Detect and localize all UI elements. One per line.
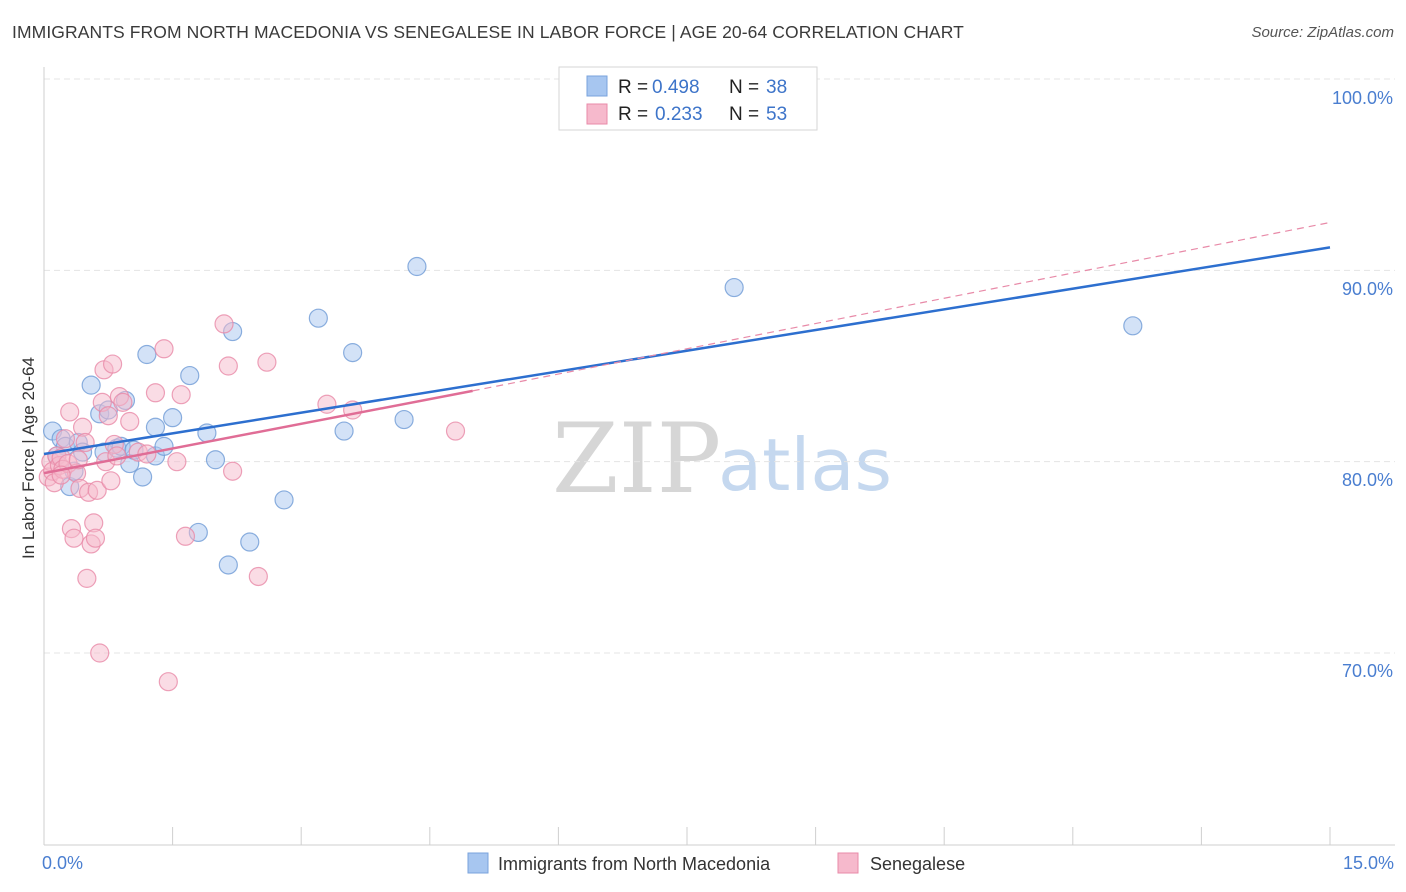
point-north-macedonia-34	[724, 277, 744, 298]
point-senegalese-29	[101, 471, 121, 491]
legend-r-label-north-macedonia: R =	[618, 77, 648, 98]
trend-dashed-senegalese	[472, 221, 1331, 392]
legend-swatch-north-macedonia	[586, 75, 608, 97]
legend-n-value-senegalese: 53	[766, 104, 787, 125]
point-senegalese-8	[55, 429, 76, 449]
point-north-macedonia-6	[81, 375, 101, 395]
point-senegalese-38	[145, 383, 166, 403]
point-north-macedonia-30	[334, 421, 354, 441]
point-senegalese-45	[218, 356, 238, 376]
point-north-macedonia-25	[218, 555, 238, 575]
point-north-macedonia-18	[145, 417, 166, 437]
y-tick-label-100: 100.0%	[1332, 88, 1393, 108]
legend-n-label-senegalese: N =	[729, 104, 759, 125]
chart-title: IMMIGRANTS FROM NORTH MACEDONIA VS SENEG…	[12, 22, 964, 42]
point-north-macedonia-15	[132, 467, 153, 487]
legend-n-label-north-macedonia: N =	[729, 77, 759, 98]
point-senegalese-18	[77, 568, 97, 588]
source-label: Source: ZipAtlas.com	[1251, 24, 1394, 41]
point-senegalese-32	[107, 446, 127, 466]
watermark-atlas: atlas	[718, 423, 892, 507]
point-senegalese-47	[248, 566, 268, 587]
legend-n-value-north-macedonia: 38	[766, 77, 787, 98]
point-senegalese-43	[175, 526, 196, 546]
watermark-zip: ZIP	[552, 403, 721, 515]
point-north-macedonia-32	[394, 409, 414, 430]
trend-lines	[43, 221, 1331, 475]
point-north-macedonia-27	[240, 532, 260, 552]
trend-line-senegalese	[43, 389, 473, 475]
point-senegalese-40	[158, 672, 178, 692]
point-senegalese-10	[60, 402, 80, 422]
data-points	[38, 256, 1143, 692]
point-north-macedonia-28	[274, 490, 294, 510]
trend-line-north-macedonia	[43, 246, 1331, 456]
point-north-macedonia-35	[1123, 316, 1143, 336]
point-north-macedonia-29	[308, 308, 328, 328]
point-senegalese-41	[167, 452, 187, 472]
point-senegalese-42	[171, 385, 191, 405]
bottom-legend: Immigrants from North Macedonia Senegale…	[467, 852, 965, 874]
bottom-legend-swatch-senegalese	[837, 852, 859, 874]
point-north-macedonia-20	[163, 408, 183, 428]
point-senegalese-28	[98, 406, 118, 426]
point-north-macedonia-33	[407, 256, 427, 277]
x-tick-label-max: 15.0%	[1343, 853, 1394, 873]
point-senegalese-30	[102, 354, 123, 374]
legend-r-label-senegalese: R =	[618, 104, 648, 125]
point-senegalese-35	[120, 411, 140, 432]
legend-r-value-north-macedonia: 0.498	[652, 77, 700, 98]
x-tick-label-min: 0.0%	[42, 853, 83, 873]
bottom-legend-label-senegalese: Senegalese	[870, 854, 965, 874]
point-senegalese-39	[154, 339, 174, 359]
legend-box: R = 0.498 N = 38 R = 0.233 N = 53	[558, 66, 818, 131]
y-axis-label: In Labor Force | Age 20-64	[19, 357, 38, 559]
legend-r-value-senegalese: 0.233	[655, 104, 703, 125]
point-north-macedonia-31	[343, 343, 363, 363]
legend-swatch-senegalese	[586, 103, 608, 125]
point-north-macedonia-16	[137, 344, 157, 365]
bottom-legend-label-north-macedonia: Immigrants from North Macedonia	[498, 854, 771, 874]
y-tick-label-70: 70.0%	[1342, 661, 1393, 681]
point-senegalese-12	[64, 528, 84, 548]
point-senegalese-23	[87, 480, 107, 500]
point-senegalese-44	[214, 314, 234, 334]
point-senegalese-22	[85, 528, 106, 548]
point-north-macedonia-19	[154, 436, 174, 456]
point-senegalese-46	[223, 461, 243, 481]
point-north-macedonia-24	[205, 450, 226, 470]
y-tick-label-90: 90.0%	[1342, 279, 1393, 299]
point-senegalese-51	[445, 421, 466, 441]
y-tick-label-80: 80.0%	[1342, 470, 1393, 490]
gridlines	[44, 78, 1395, 654]
point-north-macedonia-21	[180, 365, 200, 386]
bottom-legend-swatch-north-macedonia	[467, 852, 489, 874]
point-senegalese-14	[68, 450, 88, 470]
point-senegalese-34	[113, 392, 133, 412]
point-senegalese-48	[257, 352, 277, 372]
point-senegalese-24	[90, 643, 110, 663]
